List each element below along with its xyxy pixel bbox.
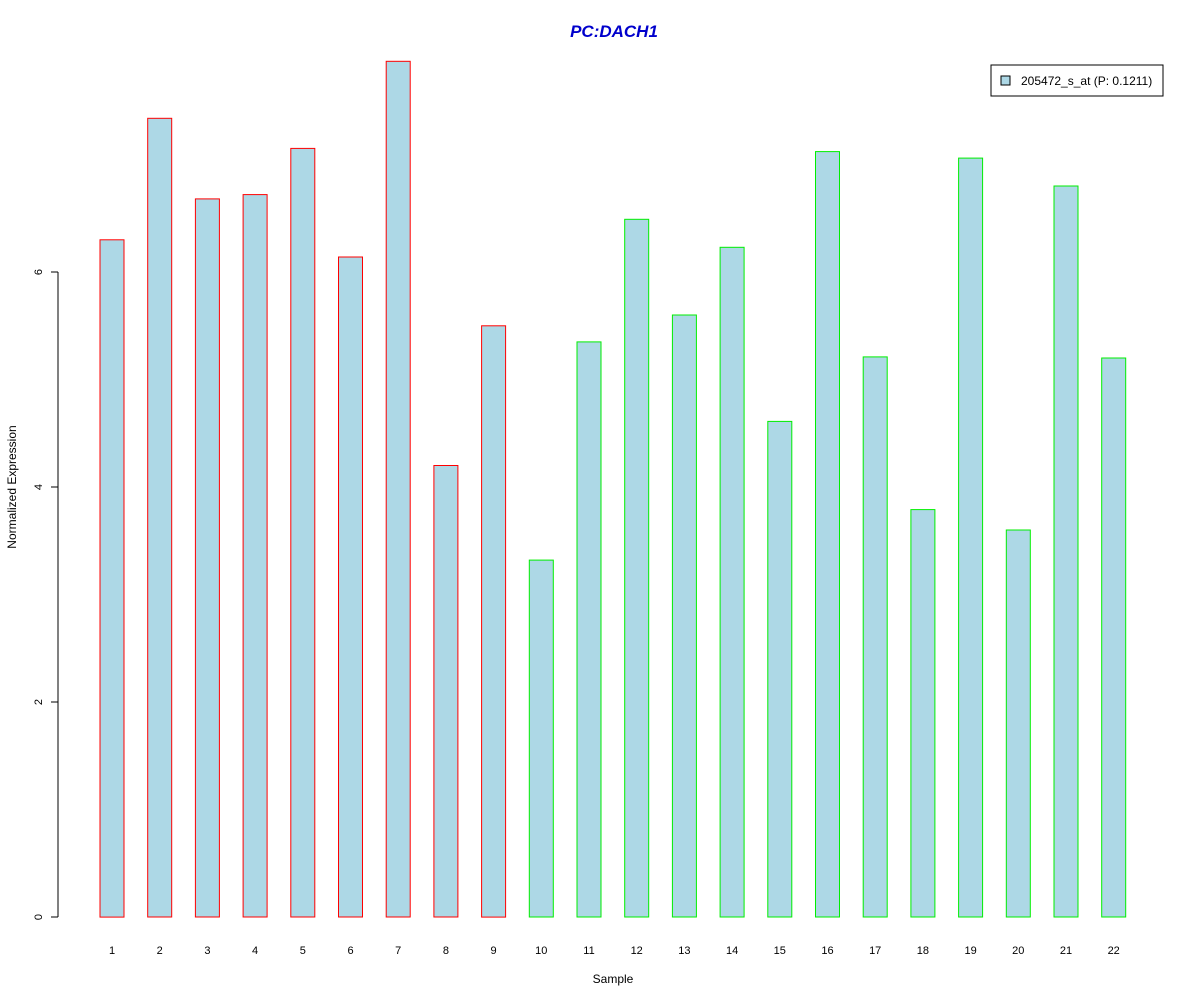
x-tick-label: 19 (964, 945, 976, 957)
x-tick-label: 17 (869, 945, 881, 957)
bar-11 (576, 341, 602, 918)
x-tick-label: 9 (491, 945, 497, 957)
legend-label: 205472_s_at (P: 0.1211) (1021, 74, 1152, 88)
x-tick-label: 12 (631, 945, 643, 957)
bar-5 (290, 147, 316, 918)
bar-3 (194, 198, 220, 918)
bar-2 (147, 117, 173, 918)
bar-12 (624, 218, 650, 918)
legend-box (990, 64, 1164, 97)
bar-16 (815, 151, 840, 918)
x-tick-label: 4 (252, 945, 258, 957)
x-tick-label: 13 (678, 945, 690, 957)
x-tick-label: 8 (443, 945, 449, 957)
bar-21 (1053, 185, 1079, 918)
bar-7 (385, 60, 411, 918)
bar-22 (1101, 357, 1127, 918)
x-tick-label: 10 (535, 945, 547, 957)
chart-title: PC:DACH1 (570, 22, 658, 41)
y-tick-label: 4 (33, 484, 45, 490)
bar-8 (433, 465, 459, 918)
y-tick-label: 0 (33, 914, 45, 920)
bar-18 (910, 509, 936, 918)
x-tick-label: 6 (347, 945, 353, 957)
x-tick-label: 1 (109, 945, 115, 957)
bar-17 (862, 356, 888, 918)
y-tick-label: 6 (33, 269, 45, 275)
legend-swatch (1000, 75, 1011, 86)
x-tick-label: 18 (917, 945, 929, 957)
bar-10 (528, 559, 554, 918)
bar-9 (481, 325, 507, 918)
x-tick-label: 11 (583, 945, 594, 957)
x-tick-label: 3 (204, 945, 210, 957)
bar-13 (671, 314, 697, 918)
y-tick-label: 2 (33, 699, 45, 705)
y-axis: 0 2 4 6 (33, 269, 59, 920)
x-tick-label: 14 (726, 945, 738, 957)
x-tick-labels: 1 2 3 4 5 6 7 8 9 10 11 12 13 14 15 16 17 18 19 20 21 22 (109, 945, 1120, 957)
x-tick-label: 7 (395, 945, 401, 957)
x-tick-label: 2 (157, 945, 163, 957)
x-tick-label: 16 (821, 945, 833, 957)
x-tick-label: 20 (1012, 945, 1024, 957)
bar-1 (99, 239, 125, 918)
bar-20 (1005, 529, 1031, 918)
bar-6 (338, 256, 363, 918)
bar-14 (719, 246, 745, 918)
bar-15 (767, 420, 793, 918)
bar-19 (958, 157, 984, 918)
legend: 205472_s_at (P: 0.1211) (990, 64, 1164, 97)
x-tick-label: 5 (300, 945, 306, 957)
bars-group (99, 60, 1127, 918)
x-tick-label: 22 (1108, 945, 1120, 957)
x-tick-label: 15 (774, 945, 786, 957)
y-axis-label: Normalized Expression (5, 425, 19, 548)
bar-4 (242, 194, 268, 918)
x-tick-label: 21 (1060, 945, 1072, 957)
x-axis-label: Sample (593, 972, 634, 986)
